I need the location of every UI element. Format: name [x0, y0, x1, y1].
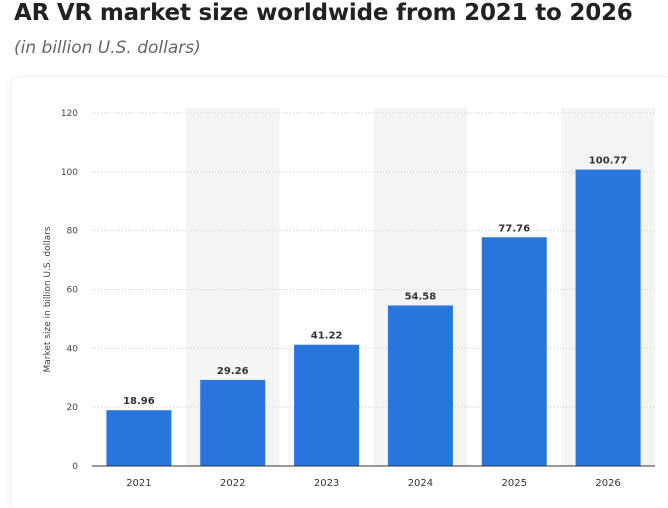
bar-2022 — [200, 379, 266, 466]
data-label: 100.77 — [589, 156, 628, 167]
page-subtitle: (in billion U.S. dollars) — [14, 38, 201, 58]
gridlines — [92, 112, 655, 408]
y-axis-ticks: 0 20 40 60 80 100 120 — [61, 109, 78, 472]
y-tick-label: 20 — [67, 403, 79, 413]
data-label: 54.58 — [405, 291, 437, 302]
y-axis-label: Market size in billion U.S. dollars — [43, 226, 53, 372]
x-axis: 2021 2022 2023 2024 2025 2026 — [92, 465, 655, 489]
x-tick-label: 2026 — [595, 478, 620, 489]
bar-2023 — [294, 344, 360, 466]
y-tick-label: 0 — [72, 462, 78, 472]
x-tick-label: 2024 — [408, 478, 433, 489]
y-tick-label: 60 — [67, 286, 79, 296]
page-title: AR VR market size worldwide from 2021 to… — [14, 0, 633, 26]
y-tick-label: 100 — [61, 168, 78, 178]
x-tick-label: 2022 — [220, 478, 245, 489]
x-tick-label: 2025 — [502, 478, 527, 489]
bars — [106, 169, 641, 467]
bar-2026 — [575, 169, 641, 467]
data-label: 18.96 — [123, 396, 155, 407]
bar-2025 — [481, 237, 547, 466]
y-tick-label: 80 — [67, 227, 79, 237]
x-tick-label: 2021 — [126, 478, 151, 489]
data-label: 77.76 — [498, 223, 530, 234]
bar-chart: 0 20 40 60 80 100 120 18.96 29.26 41.22 54.58 77.7… — [43, 108, 655, 489]
data-labels: 18.96 29.26 41.22 54.58 77.76 100.77 — [123, 156, 627, 408]
bar-2021 — [106, 410, 172, 466]
bar-2024 — [387, 305, 453, 466]
data-label: 41.22 — [311, 331, 343, 342]
y-tick-label: 120 — [61, 109, 78, 119]
data-label: 29.26 — [217, 366, 249, 377]
chart-card: 0 20 40 60 80 100 120 18.96 29.26 41.22 54.58 77.7… — [12, 78, 668, 508]
y-tick-label: 40 — [67, 344, 79, 354]
x-tick-label: 2023 — [314, 478, 339, 489]
